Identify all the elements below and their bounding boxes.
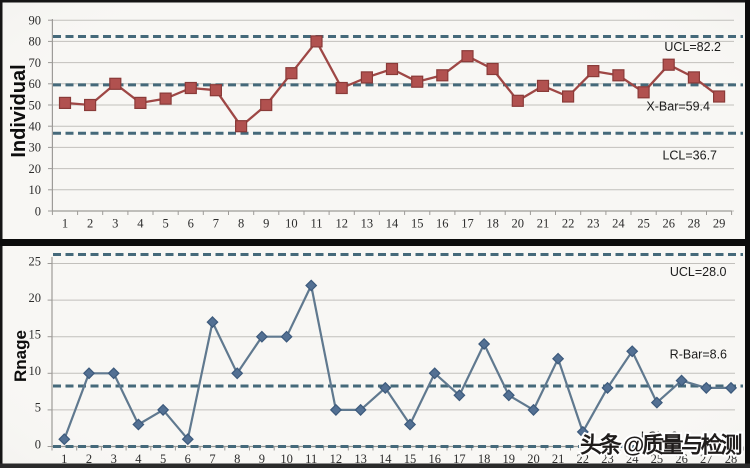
svg-text:10: 10 <box>280 452 293 466</box>
svg-text:90: 90 <box>29 14 42 28</box>
svg-text:15: 15 <box>404 452 417 466</box>
svg-text:15: 15 <box>411 217 424 231</box>
svg-text:10: 10 <box>29 364 42 378</box>
svg-text:5: 5 <box>160 452 166 466</box>
svg-text:29: 29 <box>713 217 726 231</box>
svg-text:6: 6 <box>188 217 194 231</box>
svg-text:23: 23 <box>587 217 600 231</box>
svg-text:0: 0 <box>35 204 41 218</box>
svg-text:28: 28 <box>688 217 701 231</box>
svg-text:18: 18 <box>478 452 491 466</box>
svg-text:6: 6 <box>185 452 191 466</box>
svg-text:10: 10 <box>285 217 298 231</box>
svg-text:12: 12 <box>335 217 348 231</box>
svg-text:80: 80 <box>29 35 42 49</box>
svg-text:25: 25 <box>29 254 42 268</box>
svg-text:11: 11 <box>305 452 317 466</box>
svg-text:18: 18 <box>486 217 499 231</box>
svg-text:LCL=0: LCL=0 <box>641 430 678 444</box>
svg-text:27: 27 <box>700 452 713 466</box>
svg-text:17: 17 <box>453 452 466 466</box>
svg-text:26: 26 <box>675 452 688 466</box>
svg-text:23: 23 <box>601 452 614 466</box>
svg-text:14: 14 <box>379 452 392 466</box>
svg-text:20: 20 <box>512 217 525 231</box>
svg-text:14: 14 <box>386 217 399 231</box>
svg-text:9: 9 <box>259 452 265 466</box>
svg-text:3: 3 <box>111 452 117 466</box>
svg-text:25: 25 <box>637 217 650 231</box>
svg-text:16: 16 <box>436 217 449 231</box>
svg-text:9: 9 <box>263 217 269 231</box>
svg-text:11: 11 <box>310 217 322 231</box>
svg-text:X-Bar=59.4: X-Bar=59.4 <box>646 100 710 114</box>
svg-text:R-Bar=8.6: R-Bar=8.6 <box>670 348 727 362</box>
svg-text:5: 5 <box>162 217 168 231</box>
svg-text:26: 26 <box>662 217 675 231</box>
svg-text:Rnage: Rnage <box>11 330 30 382</box>
svg-text:28: 28 <box>725 452 738 466</box>
svg-text:1: 1 <box>62 217 68 231</box>
svg-text:20: 20 <box>29 162 42 176</box>
svg-text:12: 12 <box>330 452 343 466</box>
svg-text:UCL=82.2: UCL=82.2 <box>664 40 721 54</box>
svg-text:8: 8 <box>238 217 244 231</box>
svg-text:21: 21 <box>552 452 565 466</box>
svg-text:16: 16 <box>428 452 441 466</box>
svg-text:2: 2 <box>86 452 92 466</box>
svg-text:4: 4 <box>135 452 142 466</box>
svg-text:17: 17 <box>461 217 474 231</box>
svg-text:60: 60 <box>29 77 42 91</box>
svg-text:40: 40 <box>29 120 42 134</box>
svg-text:22: 22 <box>562 217 575 231</box>
svg-text:19: 19 <box>503 452 516 466</box>
svg-text:30: 30 <box>29 141 42 155</box>
svg-text:70: 70 <box>29 56 42 70</box>
svg-text:10: 10 <box>29 183 42 197</box>
svg-text:3: 3 <box>112 217 118 231</box>
svg-text:22: 22 <box>577 452 590 466</box>
svg-text:Individual: Individual <box>8 64 30 157</box>
svg-text:UCL=28.0: UCL=28.0 <box>670 265 727 279</box>
svg-text:13: 13 <box>354 452 367 466</box>
svg-text:25: 25 <box>651 452 664 466</box>
svg-text:13: 13 <box>361 217 374 231</box>
svg-text:1: 1 <box>61 452 67 466</box>
svg-text:20: 20 <box>527 452 540 466</box>
svg-text:21: 21 <box>537 217 550 231</box>
svg-text:24: 24 <box>626 452 639 466</box>
svg-text:15: 15 <box>29 328 42 342</box>
svg-text:5: 5 <box>35 401 41 415</box>
svg-text:头条 @质量与检测: 头条 @质量与检测 <box>580 433 741 458</box>
svg-text:50: 50 <box>29 98 42 112</box>
svg-text:7: 7 <box>209 452 215 466</box>
svg-text:8: 8 <box>234 452 240 466</box>
svg-text:0: 0 <box>35 437 41 451</box>
svg-text:2: 2 <box>87 217 93 231</box>
svg-text:7: 7 <box>213 217 219 231</box>
svg-text:24: 24 <box>612 217 625 231</box>
svg-text:20: 20 <box>29 291 42 305</box>
svg-text:4: 4 <box>137 217 144 231</box>
svg-text:LCL=36.7: LCL=36.7 <box>662 149 717 163</box>
